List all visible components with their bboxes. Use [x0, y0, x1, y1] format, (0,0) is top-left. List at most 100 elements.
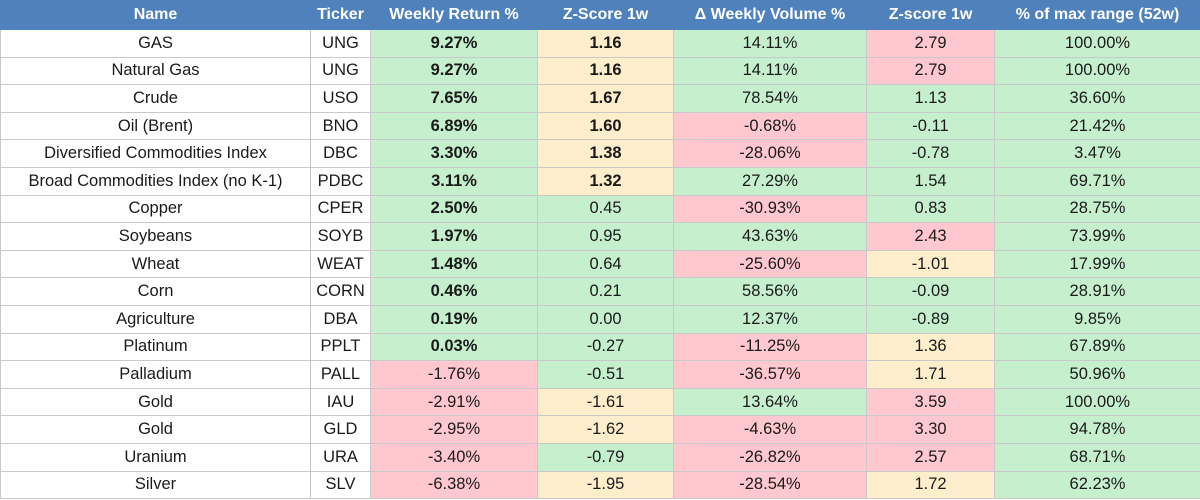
cell-weekly-return: 6.89%: [370, 111, 538, 141]
table-row: Broad Commodities Index (no K-1) PDBC 3.…: [0, 166, 1200, 196]
cell-max-range: 100.00%: [994, 56, 1200, 86]
cell-zscore-volume: 2.79: [866, 56, 995, 86]
cell-weekly-return: 0.03%: [370, 332, 538, 362]
cell-zscore-return: 1.67: [537, 84, 674, 113]
table-row: Oil (Brent) BNO 6.89% 1.60 -0.68% -0.11 …: [0, 111, 1200, 141]
cell-max-range: 69.71%: [994, 166, 1200, 196]
cell-ticker: PPLT: [310, 332, 371, 362]
cell-max-range: 67.89%: [994, 332, 1200, 362]
cell-ticker: DBC: [310, 139, 371, 168]
cell-name: Uranium: [0, 442, 311, 472]
cell-ticker: PALL: [310, 360, 371, 389]
cell-weekly-volume: 27.29%: [673, 166, 867, 196]
cell-zscore-return: 1.16: [537, 56, 674, 86]
table-row: Natural Gas UNG 9.27% 1.16 14.11% 2.79 1…: [0, 56, 1200, 86]
cell-zscore-return: -0.27: [537, 332, 674, 362]
cell-zscore-volume: -0.89: [866, 304, 995, 334]
cell-zscore-volume: 2.57: [866, 442, 995, 472]
cell-zscore-volume: 2.43: [866, 222, 995, 251]
cell-weekly-volume: -36.57%: [673, 360, 867, 389]
cell-weekly-return: 1.48%: [370, 249, 538, 279]
cell-zscore-return: 0.95: [537, 222, 674, 251]
cell-max-range: 100.00%: [994, 387, 1200, 417]
header-weekly-volume[interactable]: Δ Weekly Volume %: [673, 0, 867, 30]
cell-weekly-return: 0.19%: [370, 304, 538, 334]
cell-zscore-volume: 1.54: [866, 166, 995, 196]
cell-name: Natural Gas: [0, 56, 311, 86]
cell-name: Agriculture: [0, 304, 311, 334]
cell-weekly-volume: -4.63%: [673, 415, 867, 444]
cell-ticker: GLD: [310, 415, 371, 444]
cell-name: Gold: [0, 387, 311, 417]
cell-weekly-volume: -30.93%: [673, 194, 867, 224]
cell-name: Crude: [0, 84, 311, 113]
header-max-range[interactable]: % of max range (52w): [994, 0, 1200, 30]
cell-zscore-volume: 1.72: [866, 470, 995, 500]
cell-zscore-return: -1.95: [537, 470, 674, 500]
cell-name: GAS: [0, 29, 311, 58]
cell-zscore-return: -1.62: [537, 415, 674, 444]
cell-max-range: 9.85%: [994, 304, 1200, 334]
table-row: Gold GLD -2.95% -1.62 -4.63% 3.30 94.78%: [0, 415, 1200, 444]
cell-weekly-volume: 14.11%: [673, 29, 867, 58]
cell-ticker: USO: [310, 84, 371, 113]
table-row: Diversified Commodities Index DBC 3.30% …: [0, 139, 1200, 168]
cell-weekly-return: 9.27%: [370, 56, 538, 86]
cell-zscore-volume: -0.11: [866, 111, 995, 141]
table-row: Palladium PALL -1.76% -0.51 -36.57% 1.71…: [0, 360, 1200, 389]
cell-weekly-volume: -28.54%: [673, 470, 867, 500]
cell-zscore-return: -1.61: [537, 387, 674, 417]
cell-zscore-volume: 2.79: [866, 29, 995, 58]
header-name[interactable]: Name: [0, 0, 311, 30]
cell-ticker: DBA: [310, 304, 371, 334]
cell-ticker: SLV: [310, 470, 371, 500]
cell-weekly-volume: 58.56%: [673, 277, 867, 306]
cell-weekly-return: 0.46%: [370, 277, 538, 306]
table-row: Soybeans SOYB 1.97% 0.95 43.63% 2.43 73.…: [0, 222, 1200, 251]
cell-zscore-return: 0.64: [537, 249, 674, 279]
cell-zscore-volume: -0.09: [866, 277, 995, 306]
cell-name: Copper: [0, 194, 311, 224]
cell-ticker: UNG: [310, 29, 371, 58]
cell-max-range: 50.96%: [994, 360, 1200, 389]
cell-zscore-return: 0.00: [537, 304, 674, 334]
cell-weekly-return: -1.76%: [370, 360, 538, 389]
table-row: Uranium URA -3.40% -0.79 -26.82% 2.57 68…: [0, 442, 1200, 472]
cell-weekly-return: 7.65%: [370, 84, 538, 113]
header-weekly-return[interactable]: Weekly Return %: [370, 0, 538, 30]
cell-zscore-volume: 0.83: [866, 194, 995, 224]
cell-weekly-return: -3.40%: [370, 442, 538, 472]
cell-name: Silver: [0, 470, 311, 500]
header-zscore-volume[interactable]: Z-score 1w: [866, 0, 995, 30]
cell-ticker: UNG: [310, 56, 371, 86]
header-row: Name Ticker Weekly Return % Z-Score 1w Δ…: [0, 0, 1200, 30]
cell-weekly-return: 9.27%: [370, 29, 538, 58]
cell-name: Corn: [0, 277, 311, 306]
table-row: Wheat WEAT 1.48% 0.64 -25.60% -1.01 17.9…: [0, 249, 1200, 279]
header-ticker[interactable]: Ticker: [310, 0, 371, 30]
cell-name: Gold: [0, 415, 311, 444]
cell-ticker: PDBC: [310, 166, 371, 196]
header-zscore-return[interactable]: Z-Score 1w: [537, 0, 674, 30]
cell-name: Wheat: [0, 249, 311, 279]
cell-max-range: 36.60%: [994, 84, 1200, 113]
table-row: Crude USO 7.65% 1.67 78.54% 1.13 36.60%: [0, 84, 1200, 113]
cell-name: Broad Commodities Index (no K-1): [0, 166, 311, 196]
table-row: Gold IAU -2.91% -1.61 13.64% 3.59 100.00…: [0, 387, 1200, 417]
cell-name: Palladium: [0, 360, 311, 389]
cell-zscore-return: 0.45: [537, 194, 674, 224]
cell-zscore-volume: 3.59: [866, 387, 995, 417]
cell-zscore-return: 1.32: [537, 166, 674, 196]
cell-ticker: BNO: [310, 111, 371, 141]
cell-zscore-volume: 1.71: [866, 360, 995, 389]
cell-name: Diversified Commodities Index: [0, 139, 311, 168]
cell-zscore-return: 0.21: [537, 277, 674, 306]
cell-ticker: CORN: [310, 277, 371, 306]
cell-zscore-return: 1.38: [537, 139, 674, 168]
cell-name: Soybeans: [0, 222, 311, 251]
table-row: Agriculture DBA 0.19% 0.00 12.37% -0.89 …: [0, 304, 1200, 334]
cell-zscore-volume: 1.13: [866, 84, 995, 113]
cell-zscore-volume: -0.78: [866, 139, 995, 168]
table-row: GAS UNG 9.27% 1.16 14.11% 2.79 100.00%: [0, 29, 1200, 58]
